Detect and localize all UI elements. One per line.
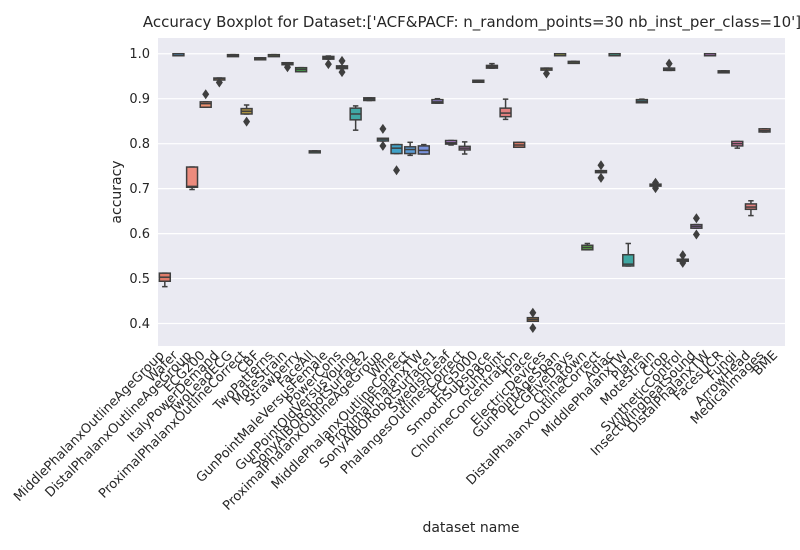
box [349, 105, 362, 131]
box [240, 104, 253, 127]
y-gridlines [158, 53, 785, 325]
box [363, 97, 376, 102]
box [526, 307, 540, 334]
box [744, 200, 758, 217]
y-tick-label: 0.8 [129, 137, 150, 152]
box [622, 242, 635, 267]
box [281, 61, 294, 73]
box [485, 62, 499, 69]
outlier-marker [338, 55, 346, 66]
outlier-marker [202, 89, 210, 100]
outlier-marker [324, 59, 332, 70]
box [444, 139, 458, 146]
y-tick-label: 0.7 [129, 182, 150, 197]
y-tick-label: 0.5 [129, 272, 150, 287]
box [594, 160, 608, 183]
box [690, 213, 703, 240]
outlier-marker [679, 257, 687, 268]
box [635, 98, 649, 104]
box [322, 55, 335, 70]
box [676, 250, 689, 268]
box [390, 143, 403, 176]
box [608, 52, 621, 57]
outlier-marker [379, 140, 387, 151]
outlier-marker [379, 123, 387, 134]
outlier-marker [393, 165, 401, 176]
outlier-marker [665, 58, 673, 69]
box [649, 177, 662, 194]
box [662, 58, 676, 72]
box [581, 242, 594, 251]
box [335, 55, 349, 78]
box [553, 52, 567, 57]
box [213, 77, 226, 88]
outlier-marker [597, 172, 605, 183]
box [294, 66, 308, 73]
box [172, 52, 185, 57]
box [472, 79, 485, 84]
box [417, 143, 430, 155]
y-tick-labels: 0.4 0.5 0.6 0.7 0.8 0.9 1.0 [129, 47, 150, 332]
box [717, 70, 730, 74]
box [758, 128, 771, 133]
outlier-marker [692, 213, 700, 224]
x-axis-label: dataset name [422, 520, 519, 536]
outlier-marker [338, 67, 346, 78]
outlier-marker [652, 177, 660, 188]
outlier-marker [529, 323, 537, 334]
box [731, 140, 744, 149]
box [540, 67, 553, 79]
outlier-marker [243, 116, 251, 127]
y-tick-label: 0.9 [129, 92, 150, 107]
y-tick-label: 1.0 [129, 47, 150, 62]
outlier-marker [283, 62, 291, 73]
chart-title: Accuracy Boxplot for Dataset:['ACF&PACF:… [143, 13, 800, 32]
box [458, 141, 471, 155]
box [403, 141, 417, 157]
box [158, 272, 172, 288]
box [199, 89, 212, 108]
box [431, 97, 444, 104]
box [703, 52, 717, 57]
box [499, 98, 512, 121]
box [376, 123, 390, 151]
box-series [158, 52, 771, 334]
box-iqr [185, 166, 199, 189]
y-axis-label: accuracy [109, 160, 125, 223]
box [254, 57, 267, 61]
box [267, 53, 281, 58]
outlier-marker [529, 307, 537, 318]
box [567, 60, 580, 65]
box [185, 166, 199, 191]
box-iqr [390, 143, 403, 155]
box [226, 53, 240, 58]
plot-area [158, 38, 785, 346]
outlier-marker [215, 77, 223, 88]
outlier-marker [652, 183, 660, 194]
outlier-marker [679, 250, 687, 261]
box-iqr [199, 101, 212, 108]
y-tick-label: 0.6 [129, 227, 150, 242]
outlier-marker [692, 229, 700, 240]
box [513, 141, 526, 149]
box [308, 150, 321, 154]
x-tick-labels: MiddlePhalanxOutlineAgeGroupWaferDistalP… [11, 348, 781, 514]
y-tick-label: 0.4 [129, 317, 150, 332]
box-iqr [622, 253, 635, 267]
outlier-marker [542, 68, 550, 79]
outlier-marker [597, 160, 605, 171]
